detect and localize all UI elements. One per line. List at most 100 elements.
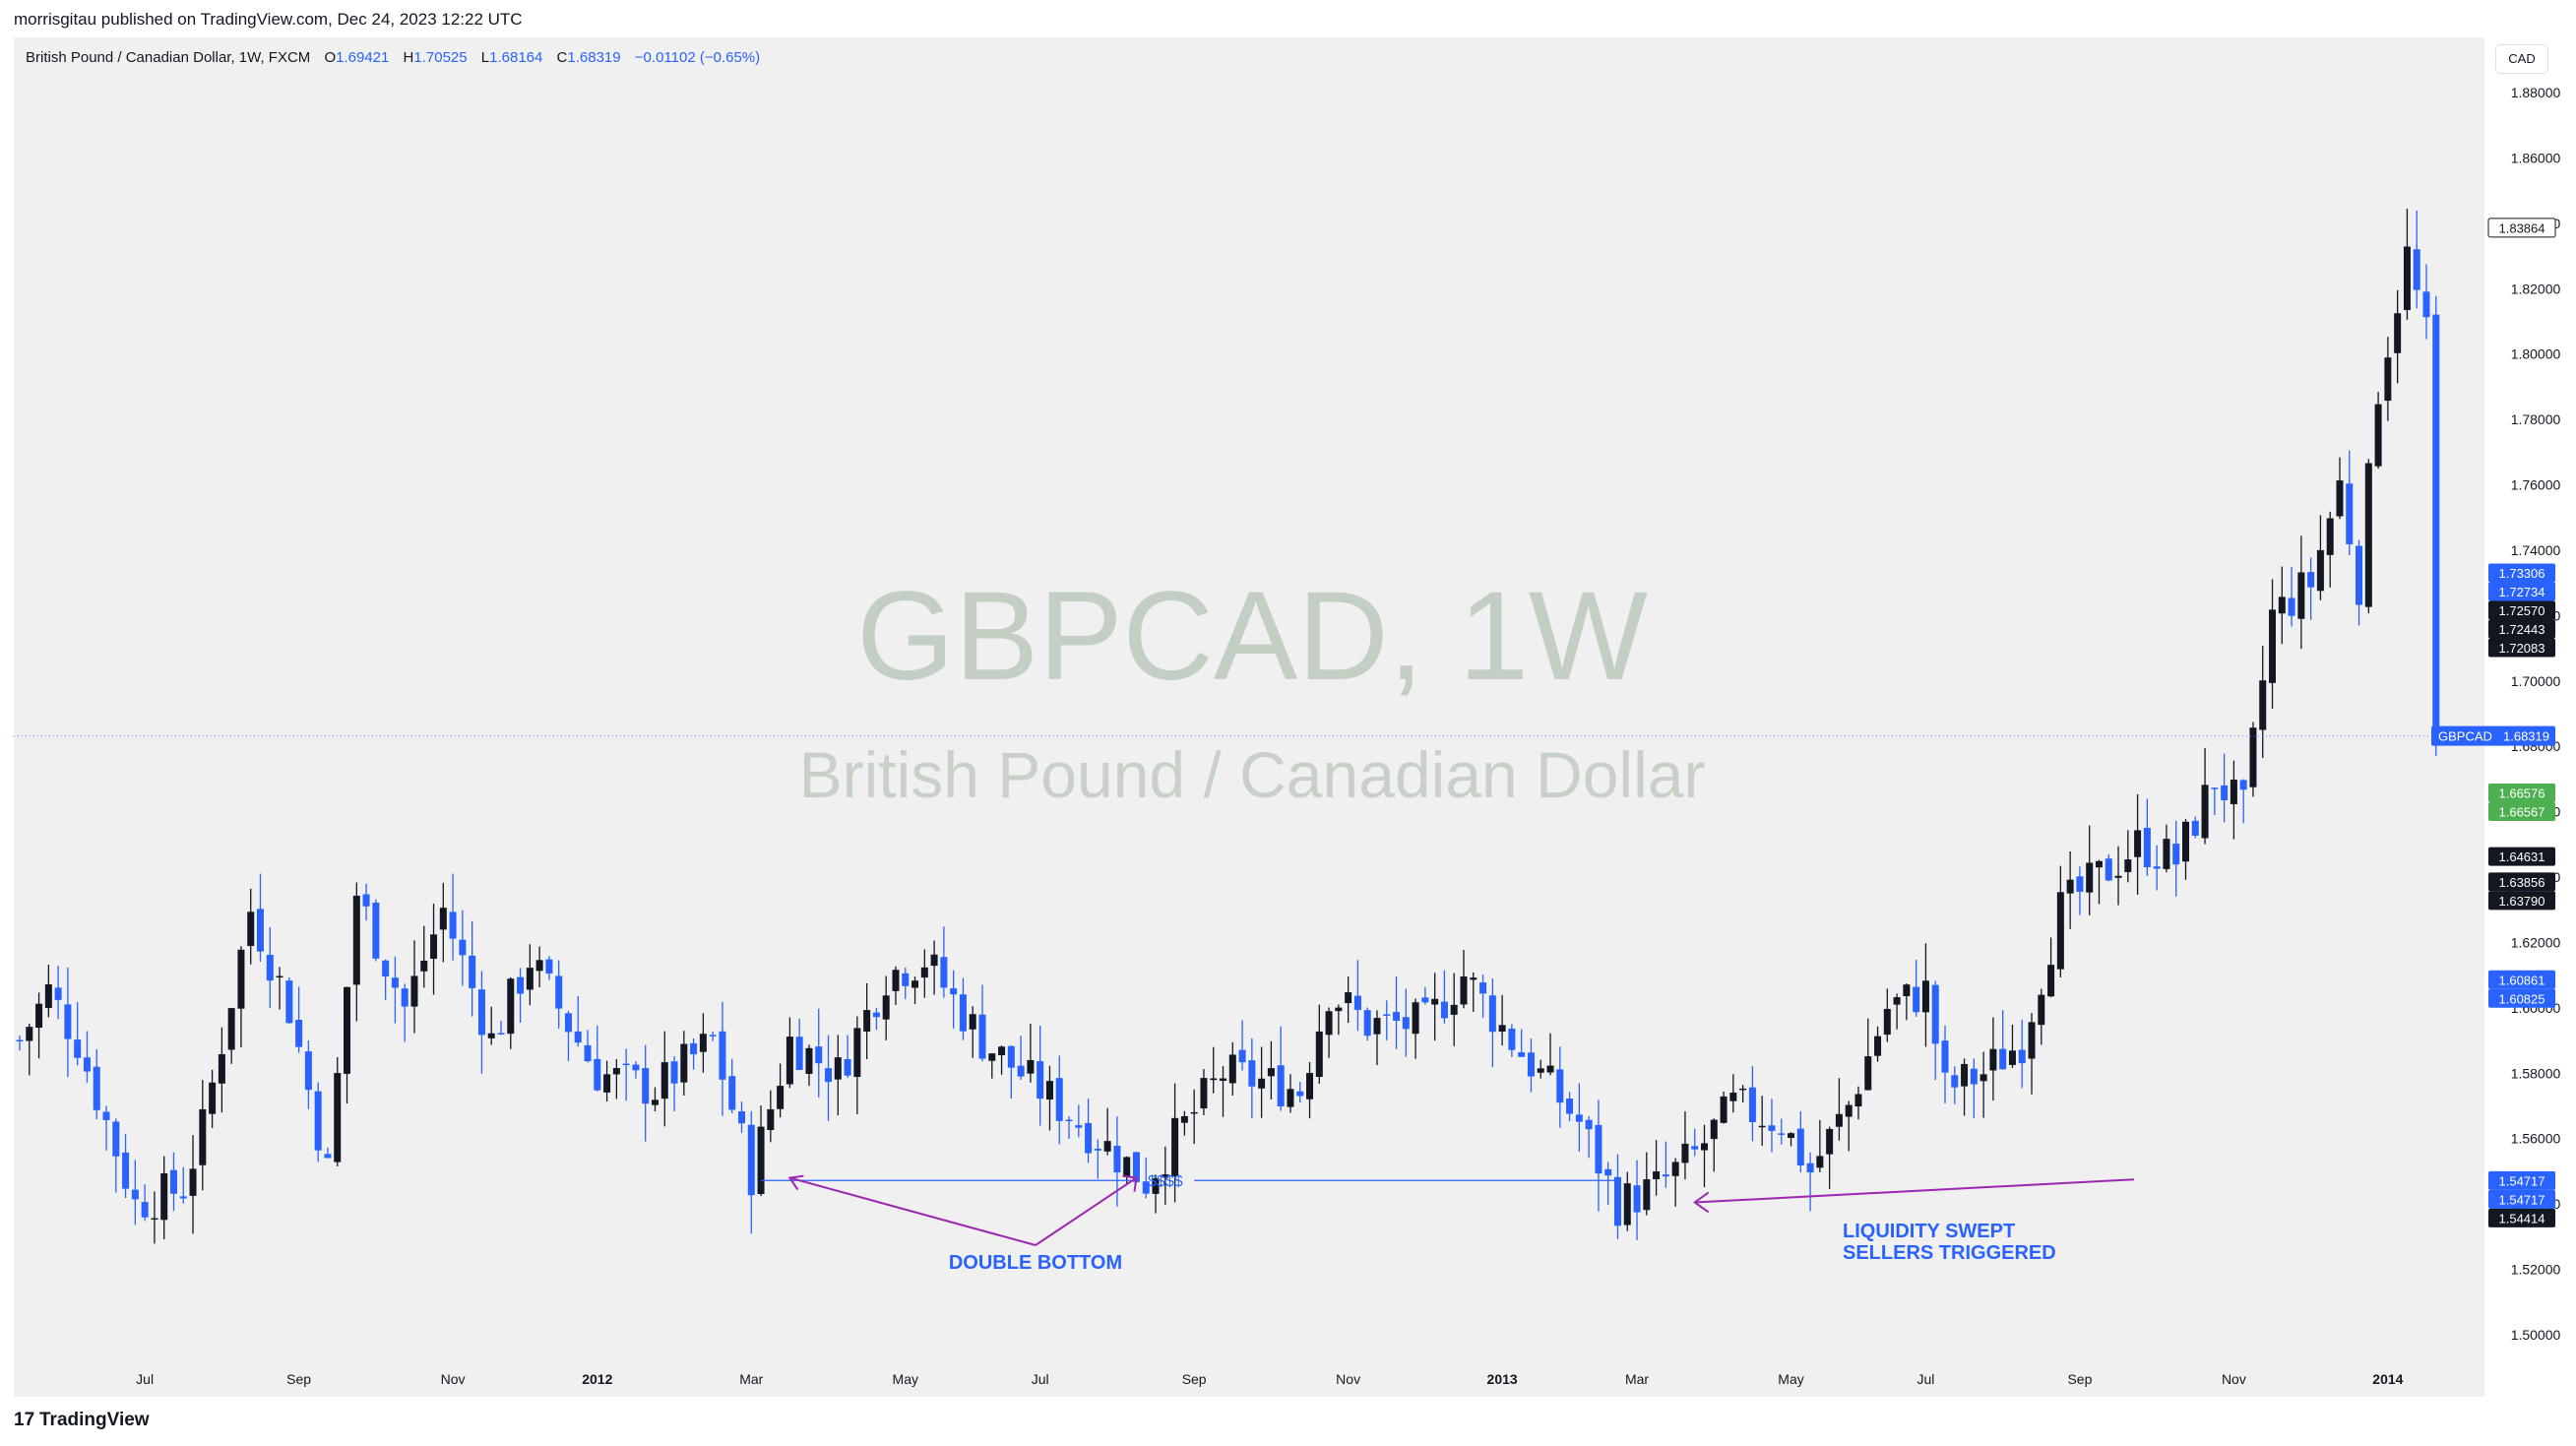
- price-tag-label: 1.63790: [2499, 894, 2545, 909]
- candle-body: [1258, 1078, 1266, 1089]
- candle-body: [564, 1013, 572, 1033]
- candle-body: [1903, 984, 1911, 997]
- candle-body: [1210, 1078, 1218, 1081]
- candle-body: [1055, 1078, 1063, 1121]
- candle-body: [2086, 862, 2094, 893]
- candle-body: [334, 1073, 342, 1163]
- y-tick-label: 1.50000: [2511, 1327, 2561, 1343]
- candle-body: [44, 983, 52, 1008]
- candle-body: [122, 1152, 130, 1189]
- candle-body: [1345, 992, 1352, 1004]
- price-tag-label: 1.54414: [2499, 1211, 2545, 1226]
- price-tag-label: 1.54717: [2499, 1173, 2545, 1188]
- candle-body: [834, 1057, 842, 1080]
- double-bottom-label: DOUBLE BOTTOM: [949, 1252, 1122, 1274]
- candle-body: [1720, 1096, 1728, 1123]
- candle-body: [1864, 1056, 1872, 1091]
- candle-body: [1498, 1025, 1506, 1033]
- candle-body: [2191, 820, 2199, 836]
- x-axis: Jul Sep Nov 2012 Mar May Jul Sep Nov 2013 Mar May Ju…: [14, 1362, 2483, 1397]
- candle-body: [218, 1054, 225, 1084]
- candle-body: [1123, 1157, 1131, 1177]
- symbol-legend: British Pound / Canadian Dollar, 1W, FXC…: [26, 49, 760, 66]
- legend-close-value: 1.68319: [567, 49, 621, 66]
- y-tick-label: 1.58000: [2511, 1065, 2561, 1081]
- candle-body: [1228, 1054, 1236, 1084]
- candle-body: [757, 1126, 765, 1195]
- candle-body: [1546, 1065, 1554, 1073]
- candle-body: [2316, 549, 2324, 592]
- candle-body: [1267, 1068, 1275, 1077]
- candle-body: [1595, 1124, 1602, 1174]
- legend-symbol: British Pound / Canadian Dollar, 1W, FXC…: [26, 49, 311, 66]
- candle-body: [2056, 892, 2064, 970]
- candle-body: [304, 1051, 312, 1091]
- candle-body: [2346, 483, 2354, 544]
- candle-body: [2008, 1050, 2016, 1065]
- tradingview-logo[interactable]: 17 TradingView: [14, 1410, 150, 1431]
- candle-body: [131, 1189, 139, 1200]
- y-axis-background: [2484, 37, 2576, 1397]
- candle-body: [1518, 1052, 1526, 1057]
- candle-body: [497, 1033, 505, 1035]
- candle-body: [594, 1058, 601, 1091]
- price-tag-label: 1.73306: [2499, 566, 2545, 581]
- liquidity-swept-arrowhead: [1692, 1191, 1710, 1214]
- y-tick-label: 1.74000: [2511, 542, 2561, 558]
- candle-body: [1613, 1176, 1621, 1226]
- candle-body: [1037, 1061, 1044, 1100]
- y-tick-label: 1.56000: [2511, 1131, 2561, 1147]
- candle-body: [2326, 518, 2334, 555]
- candle-body: [2211, 787, 2219, 789]
- candle-body: [622, 1063, 630, 1066]
- candle-body: [1671, 1162, 1679, 1176]
- price-tag-box: [2488, 872, 2555, 892]
- candle-body: [1373, 1018, 1381, 1035]
- candle-body: [805, 1047, 813, 1074]
- candle-body: [169, 1169, 177, 1194]
- candle-body: [2066, 879, 2074, 894]
- price-tag-label: 1.66576: [2499, 786, 2545, 801]
- candle-body: [872, 1012, 880, 1018]
- candle-body: [863, 1010, 871, 1032]
- candle-body: [892, 970, 900, 991]
- candle-body: [1701, 1143, 1708, 1151]
- candle-body: [1045, 1081, 1053, 1100]
- chart-pane[interactable]: [14, 37, 2562, 1397]
- candle-body: [1970, 1068, 1978, 1085]
- candle-body: [2038, 994, 2045, 1026]
- candle-body: [2163, 839, 2170, 869]
- candle-body: [2288, 597, 2295, 616]
- double-bottom-arrow-left: [789, 1176, 1037, 1246]
- candle-body: [2336, 480, 2344, 517]
- candle-body: [430, 934, 438, 959]
- candle-body: [344, 986, 351, 1074]
- candle-body: [2297, 572, 2305, 619]
- candle-body: [785, 1037, 793, 1085]
- candle-body: [2047, 965, 2055, 997]
- legend-change: −0.01102 (−0.65%): [634, 49, 761, 66]
- candle-body: [2307, 572, 2315, 588]
- candle-body: [1748, 1087, 1756, 1122]
- candle-body: [988, 1053, 996, 1061]
- candle-body: [1931, 984, 1939, 1044]
- candle-body: [940, 957, 948, 988]
- candle-body: [1065, 1119, 1073, 1122]
- candle-body: [545, 959, 553, 974]
- candle-body: [420, 961, 428, 972]
- candle-body: [1575, 1114, 1583, 1122]
- candle-body: [1132, 1152, 1140, 1182]
- candle-body: [209, 1082, 217, 1114]
- candle-body: [1094, 1149, 1101, 1151]
- candle-body: [324, 1154, 332, 1159]
- candle-body: [1979, 1074, 1987, 1082]
- candle-body: [1383, 1014, 1391, 1016]
- candle-body: [584, 1044, 592, 1062]
- candle-body: [795, 1037, 803, 1070]
- price-tag-label: 1.66567: [2499, 805, 2545, 820]
- candle-body: [1277, 1065, 1285, 1107]
- candle-body: [1315, 1031, 1323, 1077]
- currency-selector-button[interactable]: CAD: [2496, 45, 2547, 73]
- candle-body: [1585, 1119, 1593, 1130]
